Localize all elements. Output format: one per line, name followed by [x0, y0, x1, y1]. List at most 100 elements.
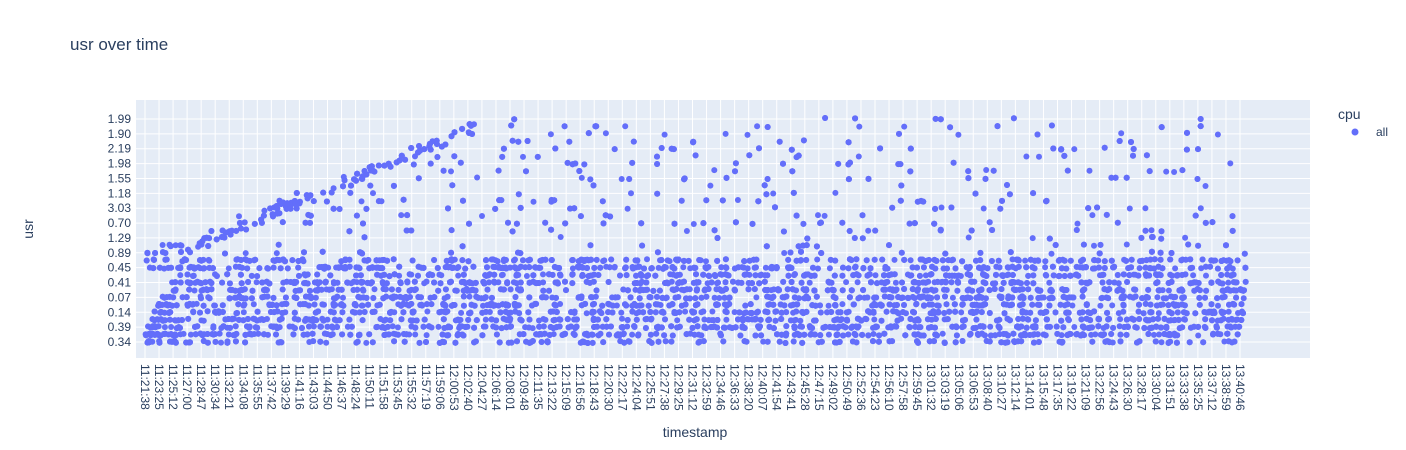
data-point: [990, 167, 997, 174]
data-point: [533, 300, 540, 307]
data-point: [423, 332, 430, 339]
data-point: [1111, 279, 1118, 286]
data-point: [416, 143, 422, 149]
data-point: [277, 265, 284, 272]
data-point: [170, 294, 177, 301]
data-point: [185, 315, 192, 322]
data-point: [1078, 316, 1085, 323]
data-point: [407, 317, 414, 324]
data-point: [648, 315, 655, 322]
data-point: [1214, 265, 1221, 272]
data-point: [276, 316, 283, 323]
data-point: [295, 264, 302, 271]
data-point: [764, 338, 771, 345]
data-point: [1195, 146, 1201, 153]
data-point: [1202, 316, 1209, 323]
data-point: [703, 197, 710, 204]
data-point: [296, 272, 302, 279]
data-point: [1071, 324, 1078, 330]
data-point: [1158, 324, 1164, 331]
data-point: [398, 212, 405, 219]
data-point: [449, 182, 456, 189]
data-point: [711, 294, 718, 301]
data-point: [871, 316, 878, 323]
data-point: [436, 271, 443, 278]
data-point: [913, 300, 920, 307]
data-point: [690, 221, 697, 227]
data-point: [803, 257, 810, 263]
data-point: [703, 293, 710, 300]
data-point: [187, 331, 194, 338]
data-point: [907, 315, 914, 322]
data-point: [1109, 302, 1116, 309]
data-point: [626, 338, 633, 345]
data-point: [1025, 272, 1032, 279]
data-point: [683, 228, 690, 234]
data-point: [863, 257, 870, 264]
data-point: [1203, 272, 1209, 279]
data-point: [409, 257, 416, 264]
data-point: [387, 317, 394, 324]
data-point: [752, 264, 759, 271]
data-point: [161, 324, 168, 331]
data-point: [566, 138, 573, 145]
data-point: [958, 309, 965, 316]
data-point: [623, 272, 630, 279]
data-point: [731, 265, 738, 272]
data-point: [965, 168, 972, 175]
data-point: [243, 226, 250, 233]
data-point: [557, 234, 564, 240]
data-point: [1125, 265, 1132, 272]
data-point: [530, 198, 537, 205]
data-point: [1123, 257, 1130, 264]
data-point: [307, 219, 313, 226]
data-point: [1191, 287, 1198, 294]
data-point: [1006, 191, 1013, 198]
data-point: [240, 309, 247, 316]
data-point: [1120, 308, 1127, 315]
data-point: [169, 302, 176, 309]
data-point: [1157, 256, 1164, 263]
data-point: [177, 272, 184, 279]
data-point: [945, 257, 952, 264]
data-point: [261, 207, 268, 214]
data-point: [159, 242, 166, 248]
data-point: [350, 287, 357, 293]
data-point: [723, 316, 730, 323]
data-point: [654, 190, 661, 197]
data-point: [547, 131, 554, 138]
data-point: [1137, 258, 1144, 265]
data-point: [732, 160, 739, 167]
data-point: [520, 257, 526, 264]
data-point: [1242, 278, 1249, 285]
data-point: [1190, 272, 1197, 279]
data-point: [324, 323, 331, 330]
data-point: [460, 332, 467, 339]
data-point: [323, 339, 330, 346]
data-point: [973, 316, 980, 323]
data-point: [525, 309, 532, 316]
data-point: [358, 198, 365, 205]
data-point: [1139, 295, 1146, 302]
data-point: [577, 213, 584, 220]
data-point: [357, 272, 364, 279]
data-point: [583, 310, 590, 317]
data-point: [1091, 242, 1097, 249]
data-point: [448, 227, 455, 234]
data-point: [1032, 317, 1039, 324]
data-point: [752, 272, 759, 279]
data-point: [986, 338, 993, 345]
data-point: [1154, 294, 1161, 301]
data-point: [1142, 300, 1149, 307]
data-point: [852, 332, 859, 338]
data-point: [293, 205, 300, 212]
data-point: [1136, 265, 1143, 272]
data-point: [227, 231, 234, 238]
data-point: [839, 301, 846, 308]
data-point: [459, 257, 466, 264]
data-point: [981, 279, 988, 286]
data-point: [479, 213, 485, 219]
data-point: [1130, 152, 1136, 159]
data-point: [707, 182, 714, 189]
